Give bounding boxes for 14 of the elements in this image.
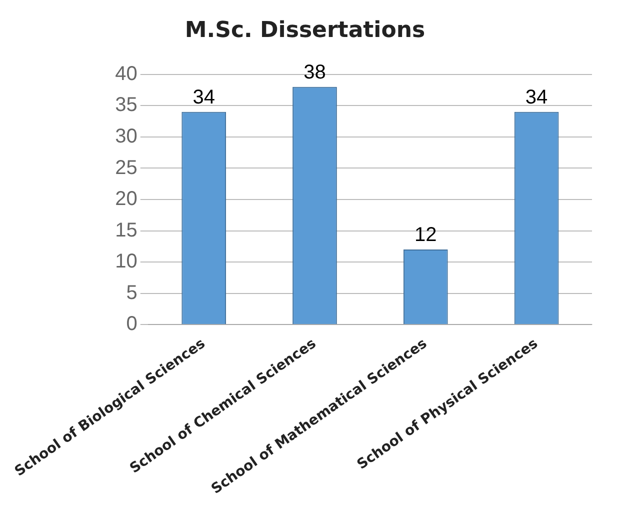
y-tick-label: 5 [126, 282, 138, 304]
data-label: 38 [304, 61, 326, 84]
y-tick-label: 30 [115, 125, 138, 148]
chart-title: M.Sc. Dissertations [184, 18, 426, 43]
y-tick-label: 10 [115, 250, 138, 273]
data-label: 12 [414, 224, 437, 246]
y-tick-label: 25 [115, 156, 138, 179]
y-tick-label: 35 [115, 94, 138, 116]
data-label: 34 [192, 86, 215, 108]
y-tick-label: 40 [115, 62, 138, 85]
y-tick-label: 0 [126, 313, 138, 336]
data-label: 34 [525, 86, 548, 108]
y-tick-label: 20 [115, 188, 138, 210]
y-tick-label: 15 [115, 219, 138, 242]
